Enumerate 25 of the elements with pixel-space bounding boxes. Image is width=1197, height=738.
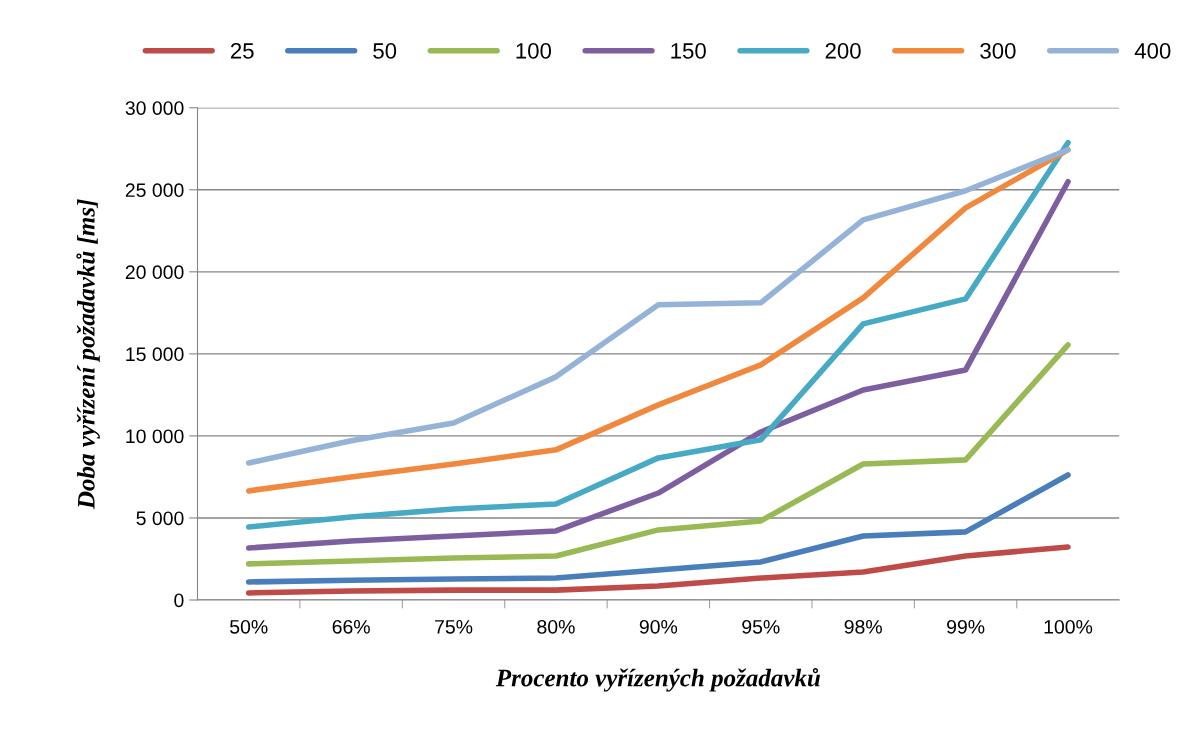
legend-label: 50 (373, 43, 397, 59)
x-tick-label: 90% (639, 619, 678, 634)
legend-label: 100 (516, 43, 552, 59)
y-tick-label: 5 000 (136, 511, 184, 526)
x-tick-label: 66% (332, 619, 370, 634)
x-tick-label: 99% (947, 619, 985, 634)
y-tick-label: 25 000 (125, 183, 184, 198)
y-tick-label: 0 (174, 593, 184, 608)
y-tick-label: 10 000 (126, 429, 184, 444)
legend-label: 150 (671, 43, 706, 59)
x-tick-label: 95% (742, 619, 780, 634)
x-tick-label: 80% (537, 619, 575, 634)
legend-label: 300 (980, 43, 1016, 59)
x-tick-label: 50% (230, 619, 268, 634)
x-axis-title: Procento vyřízených požadavků (495, 668, 821, 692)
y-tick-label: 20 000 (125, 265, 184, 280)
legend-label: 400 (1134, 43, 1171, 59)
legend-label: 25 (230, 43, 254, 59)
x-tick-label: 100% (1044, 619, 1093, 634)
legend-label: 200 (825, 43, 861, 59)
y-axis-title: Doba vyřízení požadavků [ms] (76, 199, 100, 510)
y-tick-label: 15 000 (126, 347, 184, 362)
y-tick-label: 30 000 (125, 101, 184, 115)
x-tick-label: 98% (844, 619, 882, 634)
x-tick-label: 75% (435, 620, 473, 634)
